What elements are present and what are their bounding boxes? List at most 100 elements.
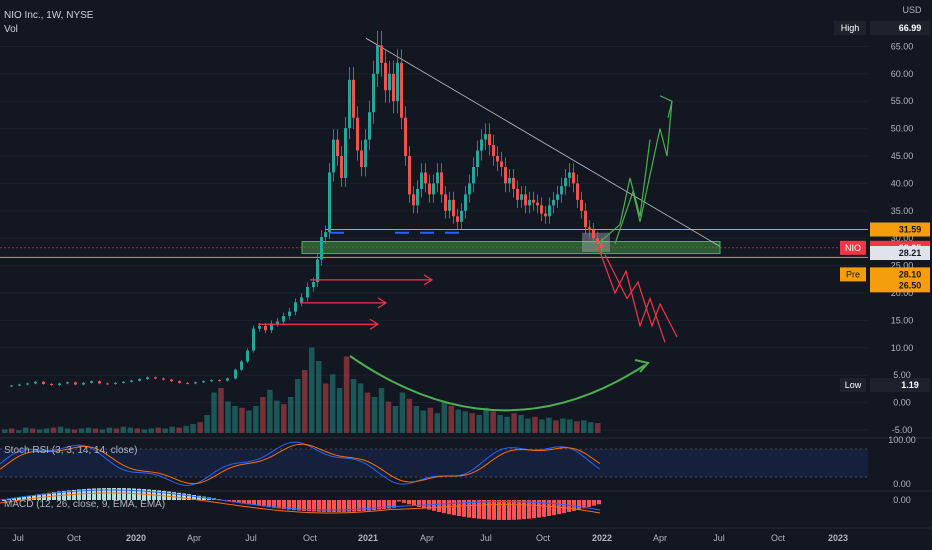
volume-bar [2,429,8,433]
macd-histogram-bar [567,500,571,512]
volume-curve [349,355,646,412]
candle-body [336,139,339,157]
candle-body [384,62,387,91]
candle-body [552,199,555,206]
macd-histogram-bar [327,500,331,512]
macd-histogram-bar [197,495,201,500]
volume-bar [190,424,196,433]
volume-bar [595,423,601,433]
candle-body [122,381,125,383]
volume-bar [78,428,85,433]
y-tick-label: 10.00 [891,343,914,353]
candle-body [380,45,383,63]
macd-histogram-bar [412,500,416,506]
x-tick-label: 2022 [592,533,612,543]
x-tick-label: Apr [187,533,201,543]
rsi-tick: 100.00 [888,435,916,445]
macd-histogram-bar [397,500,401,502]
volume-bar [406,398,413,433]
macd-histogram-bar [492,500,496,520]
x-tick-label: Jul [480,533,492,543]
macd-histogram-bar [137,488,141,500]
macd-histogram-bar [542,500,546,517]
macd-histogram-bar [337,500,341,512]
macd-histogram-bar [127,488,131,500]
macd-histogram-bar [92,488,96,500]
volume-bar [71,429,78,433]
volume-bar [113,428,120,433]
volume-bar [308,347,315,433]
candle-body [460,210,463,222]
macd-histogram-bar [547,500,551,517]
volume-bar [148,428,154,433]
volume-bar [448,406,454,433]
volume-bar [29,428,36,433]
candle-body [564,177,567,187]
price-label-bg [870,222,930,237]
volume-bar [462,411,468,433]
macd-histogram-bar [457,500,461,517]
candle-body [448,199,451,211]
bearish-path-2 [604,254,678,338]
volume-bar [260,397,266,433]
volume-bar [574,421,580,433]
rsi-tick: 0.00 [893,479,911,489]
candle-body [264,325,267,331]
macd-histogram-bar [282,500,286,510]
volume-bar [483,407,489,433]
volume-curve-arrowhead [634,359,650,373]
candle-body [316,259,319,283]
candle-body [496,156,499,162]
stoch-k-line [0,441,601,486]
macd-line [0,489,601,511]
candle-body [194,382,197,384]
macd-histogram-bar [597,500,601,505]
volume-bar [141,429,148,433]
candle-body [106,383,109,385]
macd-histogram-bar [117,488,121,500]
candle-body [356,117,359,151]
bearish-path-1 [596,243,666,343]
macd-histogram-bar [307,500,311,512]
x-tick-label: Jul [713,533,725,543]
candle-body [576,183,579,200]
macd-histogram-bar [302,500,306,511]
volume-bar [127,427,134,433]
volume-bar [274,400,280,433]
volume-bar [204,415,210,433]
candle-body [476,150,479,167]
macd-histogram-bar [12,498,16,500]
macd-histogram-bar [407,500,411,505]
macd-histogram-bar [252,500,256,506]
macd-histogram-bar [247,500,251,505]
macd-histogram-bar [317,500,321,512]
volume-bar [57,426,64,433]
candle-body [276,321,279,324]
volume-bar [567,419,573,433]
candle-body [154,377,157,379]
volume-bar [281,404,287,433]
volume-bar [267,389,273,433]
volume-bar [539,419,545,433]
volume-bar [399,392,406,433]
macd-histogram-bar [277,500,281,509]
volume-bar [455,409,461,433]
price-tag-nio: NIO [845,243,861,253]
candle-body [234,369,237,379]
macd-histogram-bar [187,494,191,500]
price-tag-bg [840,378,866,392]
candle-body [472,166,475,184]
volume-bar [239,407,245,433]
macd-histogram-bar [357,500,361,512]
price-tag-bg [840,240,866,255]
bullish-arrowhead [659,95,673,118]
candle-body [294,302,297,312]
macd-histogram-bar [297,500,301,511]
price-label: 31.59 [899,225,922,235]
candle-body [412,194,415,206]
candle-body [404,117,407,157]
macd-histogram-bar [517,500,521,520]
candle-body [588,227,591,230]
macd-histogram-bar [342,500,346,512]
